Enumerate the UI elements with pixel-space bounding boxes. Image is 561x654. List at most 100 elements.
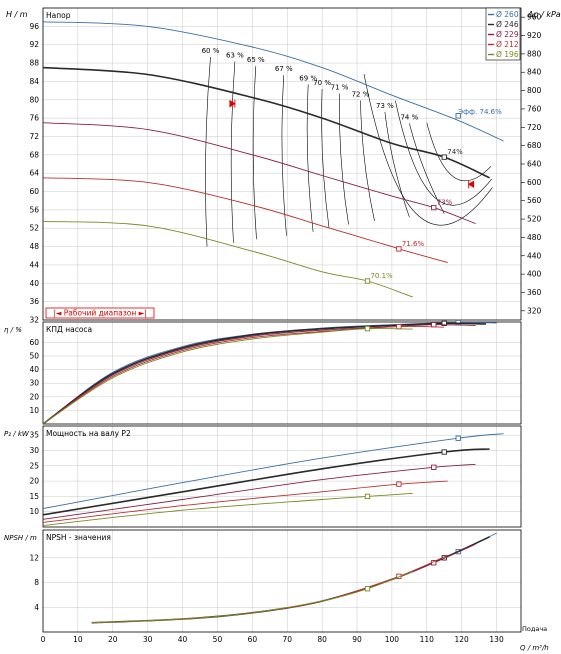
- panel-1: 32 36 40 44 48 52 56 60 64 68 72 76 80 84 88 92 96 320 360…: [29, 7, 542, 325]
- x-tick-label: 120: [455, 635, 470, 644]
- x-tick-label: 110: [420, 635, 435, 644]
- y-tick-label: 96: [29, 22, 39, 31]
- series-line-260: [91, 532, 497, 624]
- iso-efficiency-line: [360, 100, 375, 221]
- y2-tick-label: 960: [527, 13, 542, 22]
- working-range-box: [45, 307, 155, 319]
- iso-efficiency-label: 74 %: [400, 113, 418, 121]
- y2-tick-label: 480: [527, 233, 542, 242]
- x-tick-label: 60: [248, 635, 258, 644]
- y-tick-label: 35: [29, 431, 39, 440]
- panel-title: Мощность на валу P2: [46, 429, 131, 438]
- operating-point-marker: [455, 435, 461, 441]
- series-line-246: [42, 66, 490, 179]
- working-range-marker: [229, 99, 236, 108]
- plot-frame: [42, 529, 522, 633]
- x-tick-label: 70: [282, 635, 292, 644]
- series-line-260: [42, 21, 504, 142]
- y2-tick-label: 800: [527, 86, 542, 95]
- iso-efficiency-label: 69 %: [299, 74, 317, 82]
- y2-tick-label: 440: [527, 251, 542, 260]
- series-line-260: [42, 433, 504, 510]
- y2-tick-label: 760: [527, 104, 542, 113]
- y-tick-label: 40: [29, 365, 39, 374]
- y2-tick-label: 680: [527, 141, 542, 150]
- iso-efficiency-line: [281, 75, 287, 236]
- y-tick-label: 20: [29, 477, 39, 486]
- y-tick-label: 88: [29, 59, 39, 68]
- series-line-229: [42, 324, 476, 425]
- y2-tick-label: 360: [527, 288, 542, 297]
- operating-point-marker: [441, 449, 447, 455]
- y-tick-label: 68: [29, 150, 39, 159]
- y2-tick-label: 320: [527, 306, 542, 315]
- x-tick-label: 0: [41, 635, 46, 644]
- series-line-212: [42, 480, 448, 523]
- y-tick-label: 50: [29, 352, 39, 361]
- y-tick-label: 44: [29, 260, 39, 269]
- panel-4: 4 8 12 NPSH - значения NPSH / m: [4, 529, 522, 633]
- operating-point-label: 74%: [447, 148, 463, 156]
- panel-title: Напор: [46, 11, 71, 20]
- iso-efficiency-lines: 60 % 63 %65 % 67 % 69 %70 %71 %72 % 73 % 74 %: [202, 47, 493, 247]
- operating-point-marker: [431, 204, 437, 211]
- y2-tick-label: 600: [527, 178, 542, 187]
- x-tick-label: 30: [143, 635, 153, 644]
- working-range-marker: [467, 180, 475, 189]
- iso-efficiency-label: 72 %: [352, 90, 370, 98]
- panel-2: 10 20 30 40 50 60 КПД насоса η / %: [4, 319, 522, 425]
- y-tick-label: 12: [29, 553, 39, 562]
- y-tick-label: 72: [29, 132, 39, 141]
- y-tick-label: 64: [29, 169, 39, 178]
- y-tick-label: 20: [29, 392, 39, 401]
- y-tick-label: 15: [29, 492, 39, 501]
- iso-efficiency-label: 71 %: [331, 84, 349, 92]
- series-line-196: [42, 220, 413, 298]
- y-tick-label: 76: [29, 114, 39, 123]
- operating-point-marker: [364, 493, 371, 500]
- y-tick-label: 84: [29, 77, 39, 86]
- x-tick-label: 50: [213, 635, 223, 644]
- legend-entry: Ø 260: [496, 10, 519, 19]
- legend-entry: Ø 212: [496, 40, 519, 49]
- series-line-246: [42, 322, 487, 425]
- iso-efficiency-label: 65 %: [247, 56, 265, 64]
- x-tick-label: 20: [108, 635, 118, 644]
- x-tick-label: 100: [385, 635, 400, 644]
- y-tick-label: 60: [29, 187, 39, 196]
- iso-efficiency-line: [321, 88, 330, 229]
- panel-title: КПД насоса: [46, 325, 92, 334]
- y-tick-label: 48: [29, 242, 39, 251]
- iso-efficiency-line: [205, 56, 211, 247]
- working-range: |◄ Рабочий диапазон ►|: [45, 99, 475, 319]
- iso-efficiency-line: [230, 61, 236, 243]
- panel-3: 10 15 20 25 30 35 Мощность на валу P2 P₂ / kW: [4, 425, 522, 528]
- y-tick-label: 36: [29, 297, 39, 306]
- y-tick-label: 40: [29, 279, 39, 288]
- series-line-246: [91, 536, 490, 624]
- operating-point-marker: [431, 464, 437, 470]
- x-tick-label: 40: [178, 635, 188, 644]
- y2-tick-label: 560: [527, 196, 542, 205]
- operating-point-label: 71.6%: [402, 240, 425, 248]
- series-line-196: [42, 328, 413, 425]
- operating-point-label: 73%: [437, 199, 453, 207]
- y-axis-dp-label: Δp / kPa: [527, 10, 561, 19]
- y-tick-label: 30: [29, 379, 39, 388]
- y-tick-label: 4: [34, 603, 39, 612]
- y-tick-label: 10: [29, 507, 39, 516]
- y2-tick-label: 920: [527, 31, 542, 40]
- x-tick-label: 130: [489, 635, 504, 644]
- y2-tick-label: 640: [527, 160, 542, 169]
- operating-point-marker: [364, 326, 371, 332]
- operating-point-marker: [441, 320, 447, 327]
- y2-tick-label: 880: [527, 49, 542, 58]
- iso-efficiency-loop: [395, 100, 492, 206]
- iso-efficiency-line: [306, 84, 314, 232]
- y-tick-label: 80: [29, 95, 39, 104]
- panel-y-label: η / %: [4, 326, 22, 334]
- operating-point-marker: [431, 322, 437, 328]
- iso-efficiency-loop: [363, 74, 493, 226]
- iso-efficiency-line: [409, 123, 445, 214]
